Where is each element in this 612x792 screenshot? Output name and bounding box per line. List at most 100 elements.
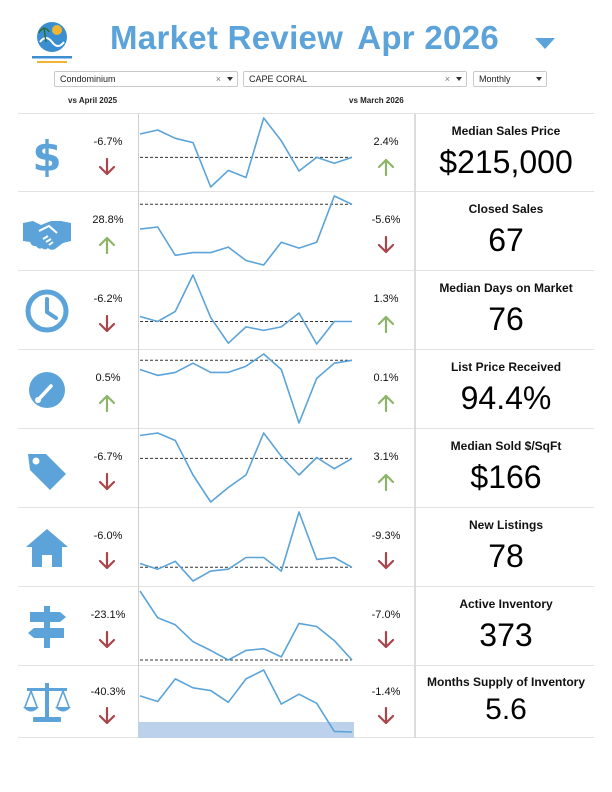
sparkline-series	[139, 353, 353, 424]
metric-name: Median Sold $/SqFt	[450, 439, 562, 453]
arrow-down-icon	[96, 630, 118, 650]
arrow-down-icon	[96, 706, 118, 726]
metric-value: 94.4%	[460, 380, 552, 416]
column-divider	[414, 350, 416, 429]
column-divider	[414, 587, 416, 666]
metric-row: -6.0% -9.3% New Listings 78	[18, 508, 594, 587]
report-header: Market Review Apr 2026	[0, 0, 612, 70]
column-divider	[414, 666, 416, 738]
column-divider	[414, 192, 416, 271]
sparkline-series	[139, 274, 352, 345]
metric-value: $166	[470, 459, 542, 495]
column-divider	[138, 271, 139, 350]
page-title: Market Review Apr 2026	[110, 19, 499, 57]
metric-name: Months Supply of Inventory	[427, 675, 585, 689]
column-divider	[414, 508, 416, 587]
yoy-change: -6.7%	[93, 136, 123, 148]
frequency-value: Monthly	[479, 74, 511, 84]
arrow-up-icon	[375, 393, 397, 413]
clear-icon[interactable]: ×	[444, 74, 450, 84]
column-divider	[138, 350, 139, 429]
mom-change: -7.0%	[371, 609, 401, 621]
sparkline-chart	[139, 590, 353, 661]
brokerage-logo	[32, 22, 72, 63]
metric-row: -40.3% -1.4% Months Supply of Inventory …	[18, 666, 594, 738]
metric-name: Median Sales Price	[451, 124, 561, 138]
arrow-down-icon	[375, 551, 397, 571]
arrow-up-icon	[375, 157, 397, 177]
column-divider	[138, 666, 139, 738]
property-type-select[interactable]: Condominium ×	[54, 71, 238, 87]
chevron-down-icon[interactable]	[536, 77, 542, 81]
arrow-down-icon	[96, 157, 118, 177]
sparkline-highlight-band	[138, 722, 354, 738]
arrow-down-icon	[96, 472, 118, 492]
column-divider	[414, 114, 416, 193]
property-type-value: Condominium	[60, 74, 116, 84]
sparkline-chart	[139, 274, 352, 345]
metric-row: -6.7% 2.4% Median Sales Price $215,000	[18, 113, 594, 193]
mom-change: -5.6%	[371, 214, 401, 226]
column-divider	[414, 271, 416, 350]
chevron-down-icon[interactable]	[227, 77, 233, 81]
arrow-down-icon	[375, 630, 397, 650]
sparkline-chart	[139, 432, 353, 503]
sparkline-series	[139, 117, 353, 188]
clock-icon	[24, 288, 70, 334]
arrow-down-icon	[375, 706, 397, 726]
metric-name: Median Days on Market	[439, 281, 573, 295]
mom-change: -9.3%	[371, 530, 401, 542]
mom-change: 0.1%	[373, 372, 399, 384]
yoy-change: -40.3%	[90, 686, 126, 698]
yoy-change: -6.7%	[93, 451, 123, 463]
metric-value: 67	[488, 222, 524, 258]
arrow-down-icon	[96, 314, 118, 334]
city-select[interactable]: CAPE CORAL ×	[243, 71, 467, 87]
column-divider	[138, 192, 139, 271]
chevron-down-icon[interactable]	[456, 77, 462, 81]
metric-row: -23.1% -7.0% Active Inventory 373	[18, 587, 594, 666]
column-divider	[138, 429, 139, 508]
mom-change: 2.4%	[373, 136, 399, 148]
price-tag-icon	[24, 446, 70, 492]
metric-value: 5.6	[485, 693, 527, 726]
column-divider	[138, 508, 139, 587]
metric-row: 28.8% -5.6% Closed Sales 67	[18, 192, 594, 271]
column-divider	[414, 429, 416, 508]
column-divider	[138, 114, 139, 193]
sparkline-series	[139, 432, 353, 503]
city-value: CAPE CORAL	[249, 74, 308, 84]
dollar-icon	[24, 131, 70, 177]
yoy-change: -6.0%	[93, 530, 123, 542]
house-icon	[24, 525, 70, 571]
balance-scale-icon	[21, 679, 73, 725]
sparkline-chart	[139, 195, 353, 266]
metric-row: -6.2% 1.3% Median Days on Market 76	[18, 271, 594, 350]
metric-name: List Price Received	[450, 360, 562, 374]
frequency-select[interactable]: Monthly	[473, 71, 547, 87]
chevron-down-icon[interactable]	[534, 36, 556, 50]
handshake-icon	[21, 209, 73, 255]
arrow-up-icon	[96, 235, 118, 255]
mom-change: 1.3%	[373, 293, 399, 305]
sparkline-series	[139, 511, 353, 582]
report-title: Market Review	[110, 19, 344, 56]
sparkline-chart	[139, 511, 353, 582]
metric-value: $215,000	[439, 144, 573, 180]
sparkline-chart	[139, 353, 353, 424]
arrow-up-icon	[96, 393, 118, 413]
metric-value: 78	[488, 538, 524, 574]
filter-bar: Condominium × CAPE CORAL × Monthly	[0, 71, 612, 89]
metric-name: Closed Sales	[468, 202, 544, 216]
clear-icon[interactable]: ×	[215, 74, 221, 84]
arrow-down-icon	[375, 235, 397, 255]
mom-column-label: vs March 2026	[349, 96, 404, 105]
yoy-change: -6.2%	[93, 293, 123, 305]
report-period[interactable]: Apr 2026	[357, 19, 499, 56]
signpost-icon	[24, 604, 70, 650]
sparkline-series	[139, 590, 353, 661]
arrow-up-icon	[375, 472, 397, 492]
metrics-grid: -6.7% 2.4% Median Sales Price $215,000 2…	[18, 113, 594, 738]
metric-value: 76	[488, 301, 524, 337]
yoy-change: -23.1%	[90, 609, 126, 621]
